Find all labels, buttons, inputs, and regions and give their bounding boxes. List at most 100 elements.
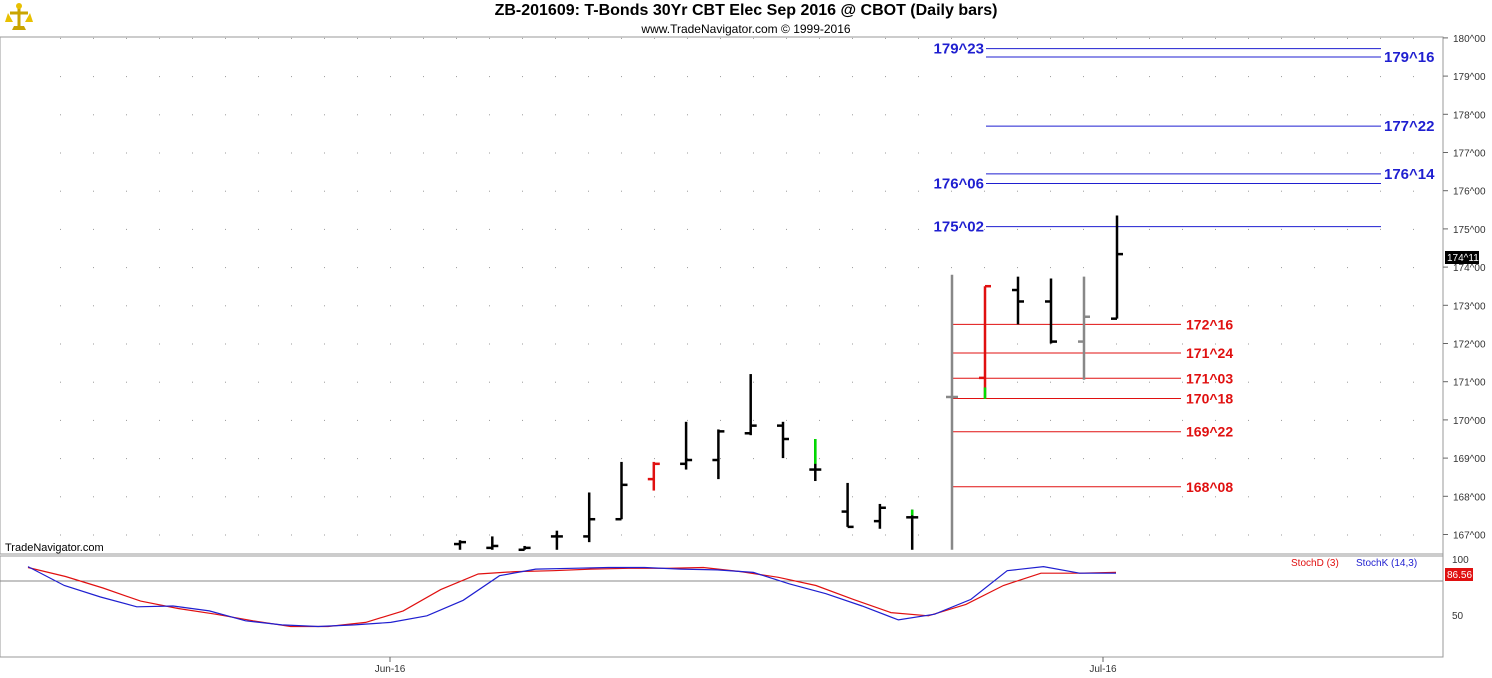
grid-dot [93,458,94,460]
grid-dot [1380,76,1381,78]
price-level-label: 168^08 [1186,479,1233,495]
grid-dot [423,76,424,78]
grid-dot [1281,305,1282,307]
chart-header: ZB-201609: T-Bonds 30Yr CBT Elec Sep 201… [0,0,1492,37]
grid-dot [918,496,919,498]
grid-dot [192,534,193,536]
grid-dot [885,305,886,307]
grid-dot [621,37,622,39]
grid-dot [159,419,160,421]
grid-dot [555,76,556,78]
grid-dot [1017,114,1018,116]
grid-dot [588,267,589,269]
grid-dot [1050,381,1051,383]
grid-dot [588,419,589,421]
grid-dot [1380,305,1381,307]
ohlc-bar [1111,215,1123,320]
ohlc-bar [946,274,958,550]
grid-dot [93,267,94,269]
grid-dot [423,152,424,154]
grid-dot [456,152,457,154]
grid-dot [1248,190,1249,192]
grid-dot [324,458,325,460]
grid-dot [984,114,985,116]
grid-dot [159,343,160,345]
price-level-label: 171^03 [1186,370,1233,386]
grid-dot [291,458,292,460]
grid-dot [753,381,754,383]
grid-dot [357,305,358,307]
grid-dot [720,114,721,116]
grid-dot [1347,305,1348,307]
grid-dot [225,37,226,39]
grid-dot [357,343,358,345]
grid-dot [192,190,193,192]
grid-dot [654,343,655,345]
grid-dot [621,114,622,116]
grid-dot [489,76,490,78]
grid-dot [1248,534,1249,536]
grid-dot [852,496,853,498]
grid-dot [390,114,391,116]
grid-dot [1281,114,1282,116]
price-tick-label: 180^00 [1453,34,1486,45]
grid-dot [1182,76,1183,78]
grid-dot [456,267,457,269]
ohlc-bar [680,421,693,470]
grid-dot [522,343,523,345]
grid-dot [885,228,886,230]
grid-dot [687,496,688,498]
grid-dot [1413,458,1414,460]
grid-dot [93,114,94,116]
grid-dot [654,190,655,192]
grid-dot [885,534,886,536]
grid-dot [687,190,688,192]
grid-dot [489,190,490,192]
grid-dot [819,114,820,116]
grid-dot [621,419,622,421]
grid-dot [1215,190,1216,192]
grid-dot [324,152,325,154]
grid-dot [885,37,886,39]
grid-dot [555,37,556,39]
grid-dot [1050,267,1051,269]
grid-dot [1248,305,1249,307]
grid-dot [786,305,787,307]
grid-dot [126,381,127,383]
grid-dot [456,496,457,498]
grid-dot [1413,496,1414,498]
grid-dot [1017,343,1018,345]
grid-dot [984,458,985,460]
grid-dot [786,37,787,39]
grid-dot [324,381,325,383]
grid-dot [786,534,787,536]
grid-dot [390,305,391,307]
grid-dot [489,381,490,383]
grid-dot [324,419,325,421]
grid-dot [753,534,754,536]
grid-dot [621,267,622,269]
grid-dot [687,114,688,116]
grid-dot [555,152,556,154]
grid-dot [885,343,886,345]
grid-dot [1182,190,1183,192]
grid-dot [423,419,424,421]
grid-dot [1215,419,1216,421]
grid-dot [720,190,721,192]
grid-dot [1413,267,1414,269]
price-level-label: 177^22 [1384,118,1434,135]
grid-dot [390,496,391,498]
grid-dot [720,458,721,460]
grid-dot [852,305,853,307]
grid-dot [720,76,721,78]
grid-dot [225,305,226,307]
grid-dot [258,114,259,116]
grid-dot [819,190,820,192]
grid-dot [1413,381,1414,383]
grid-dot [291,343,292,345]
grid-dot [1314,76,1315,78]
grid-dot [93,37,94,39]
grid-dot [918,76,919,78]
grid-dot [1347,228,1348,230]
